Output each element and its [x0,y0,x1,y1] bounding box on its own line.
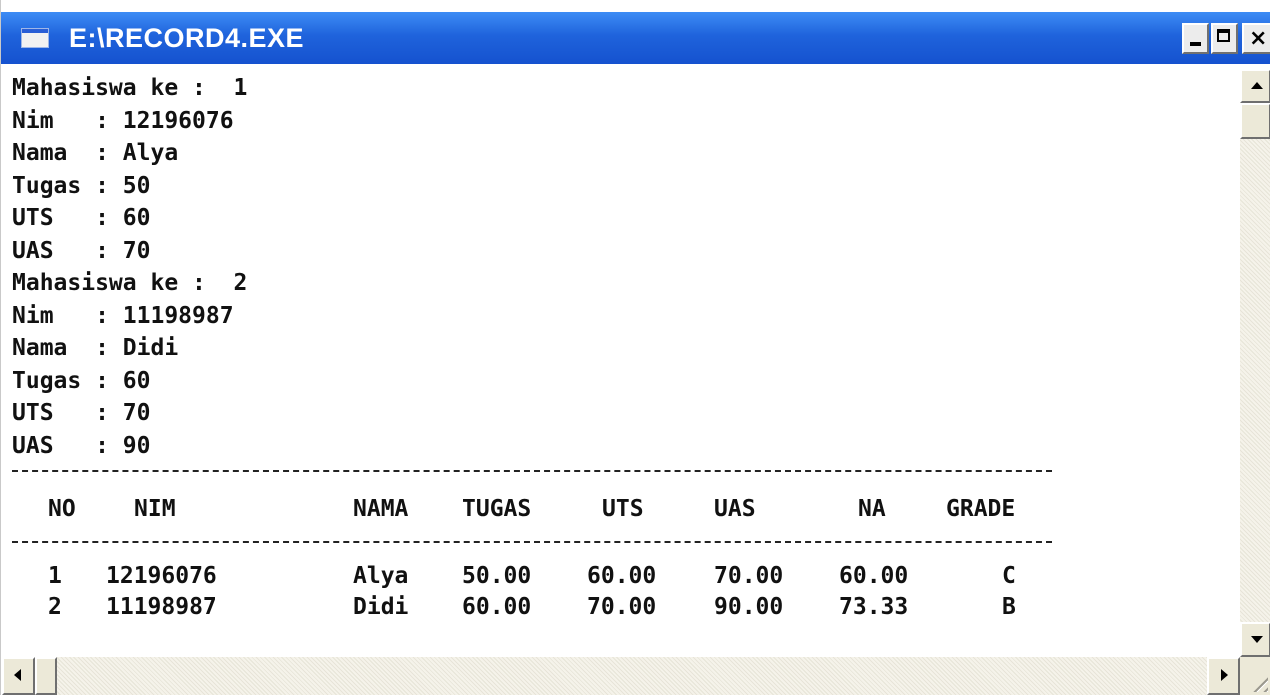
cell-grade: B [1002,594,1016,620]
cell-uts: 60.00 [587,563,657,589]
horizontal-scroll-thumb[interactable] [35,657,57,695]
header-nama: NAMA [353,496,409,522]
cell-na: 73.33 [839,594,909,620]
horizontal-scrollbar[interactable] [2,657,1240,695]
console-line: UAS : 70 [12,238,151,264]
console-line: Tugas : 50 [12,173,151,199]
cell-nim: 12196076 [106,563,217,589]
window-title: E:\RECORD4.EXE [69,23,305,53]
header-grade: GRADE [946,496,1016,522]
cell-no: 2 [48,594,62,620]
cell-grade: C [1002,563,1016,589]
console-app-icon[interactable] [21,28,49,48]
table-bottom-divider [12,541,1052,543]
close-button[interactable]: × [1242,23,1270,54]
scroll-up-arrow-icon [1251,82,1263,89]
maximize-button[interactable] [1211,23,1238,54]
resize-grip-icon[interactable] [1240,657,1270,695]
console-line: Mahasiswa ke : 1 [12,75,248,101]
console-line: Nama : Didi [12,335,179,361]
cell-uas: 90.00 [714,594,784,620]
scroll-right-arrow-icon [1221,669,1228,681]
minimize-button[interactable] [1182,23,1209,54]
cell-tugas: 60.00 [462,594,532,620]
console-line: UTS : 70 [12,400,151,426]
header-nim: NIM [134,496,176,522]
title-bar[interactable]: E:\RECORD4.EXE × [1,0,1270,69]
title-bar-background [1,12,1270,64]
console-line: Mahasiswa ke : 2 [12,270,248,296]
cell-uts: 70.00 [587,594,657,620]
console-line: UTS : 60 [12,205,151,231]
console-line: Nim : 12196076 [12,108,234,134]
cell-nim: 11198987 [106,594,217,620]
scroll-up-button[interactable] [1240,69,1270,103]
cell-no: 1 [48,563,62,589]
header-na: NA [858,496,886,522]
cell-nama: Didi [353,594,409,620]
scroll-right-button[interactable] [1207,657,1240,695]
console-output[interactable]: Mahasiswa ke : 1 Nim : 12196076 Nama : A… [2,69,1240,657]
cell-nama: Alya [353,563,409,589]
scroll-down-button[interactable] [1240,622,1270,657]
header-uas: UAS [714,496,756,522]
header-uts: UTS [602,496,644,522]
console-line: Nim : 11198987 [12,303,234,329]
close-icon: × [1249,26,1268,51]
scroll-left-arrow-icon [14,669,21,681]
header-no: NO [48,496,76,522]
scroll-left-button[interactable] [2,657,35,695]
vertical-scrollbar[interactable] [1240,69,1270,657]
vertical-scroll-thumb[interactable] [1240,103,1270,139]
console-line: Nama : Alya [12,140,179,166]
header-tugas: TUGAS [462,496,532,522]
console-line: Tugas : 60 [12,368,151,394]
console-line: UAS : 90 [12,433,151,459]
cell-tugas: 50.00 [462,563,532,589]
table-top-divider [12,470,1052,472]
scroll-down-arrow-icon [1251,636,1263,643]
cell-uas: 70.00 [714,563,784,589]
cell-na: 60.00 [839,563,909,589]
